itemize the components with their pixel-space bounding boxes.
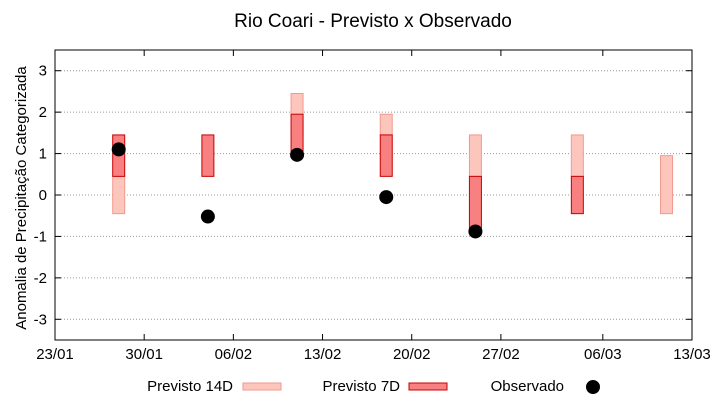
- observado-point: [290, 147, 305, 162]
- y-tick-label: -2: [34, 270, 47, 287]
- x-tick-label: 30/01: [125, 346, 163, 363]
- previsto-7d-bars: [112, 113, 584, 233]
- x-tick-label: 13/03: [673, 346, 711, 363]
- x-tick-label: 27/02: [482, 346, 520, 363]
- y-tick-label: -1: [34, 228, 47, 245]
- chart-title: Rio Coari - Previsto x Observado: [234, 11, 512, 32]
- legend-swatch-previsto-14d: [242, 382, 282, 391]
- y-axis-label: Anomalia de Precipitação Categorizada: [13, 66, 30, 330]
- x-tick-label: 13/02: [304, 346, 342, 363]
- axes: -3 -2 -1 0 1 2 3 23/01 30/01 06/02 13/02 20/02 27/02…: [34, 49, 711, 363]
- y-tick-label: 1: [39, 146, 47, 163]
- previsto-7d-bar: [379, 134, 393, 177]
- x-tick-label: 23/01: [36, 346, 74, 363]
- y-tick-label: -3: [34, 311, 47, 328]
- x-tick-label: 06/03: [584, 346, 622, 363]
- previsto-14d-bar: [660, 155, 674, 215]
- legend-label-previsto-7d: Previsto 7D: [322, 378, 400, 395]
- x-tick-label: 06/02: [215, 346, 253, 363]
- previsto-14d-bar: [468, 134, 482, 177]
- plot-frame: [54, 49, 693, 341]
- legend-marker-observado: [586, 380, 600, 394]
- previsto-14d-bar: [570, 134, 584, 177]
- previsto-14d-bar: [379, 113, 393, 136]
- y-tick-label: 0: [39, 187, 47, 204]
- previsto-14d-bar: [112, 175, 126, 215]
- observado-point: [379, 190, 394, 205]
- grid: [55, 70, 692, 320]
- previsto-7d-bar: [570, 175, 584, 215]
- previsto-7d-bar: [468, 175, 482, 233]
- legend-label-previsto-14d: Previsto 14D: [147, 378, 233, 395]
- x-tick-label: 20/02: [393, 346, 431, 363]
- y-tick-label: 2: [39, 104, 47, 121]
- observado-point: [200, 209, 215, 224]
- previsto-7d-bar: [201, 134, 215, 177]
- y-tick-label: 3: [39, 63, 47, 80]
- observado-points: [111, 142, 483, 239]
- legend: Previsto 14D Previsto 7D Observado: [147, 378, 600, 395]
- observado-point: [111, 142, 126, 157]
- legend-label-observado: Observado: [491, 378, 564, 395]
- observado-point: [468, 224, 483, 239]
- legend-swatch-previsto-7d: [408, 382, 448, 391]
